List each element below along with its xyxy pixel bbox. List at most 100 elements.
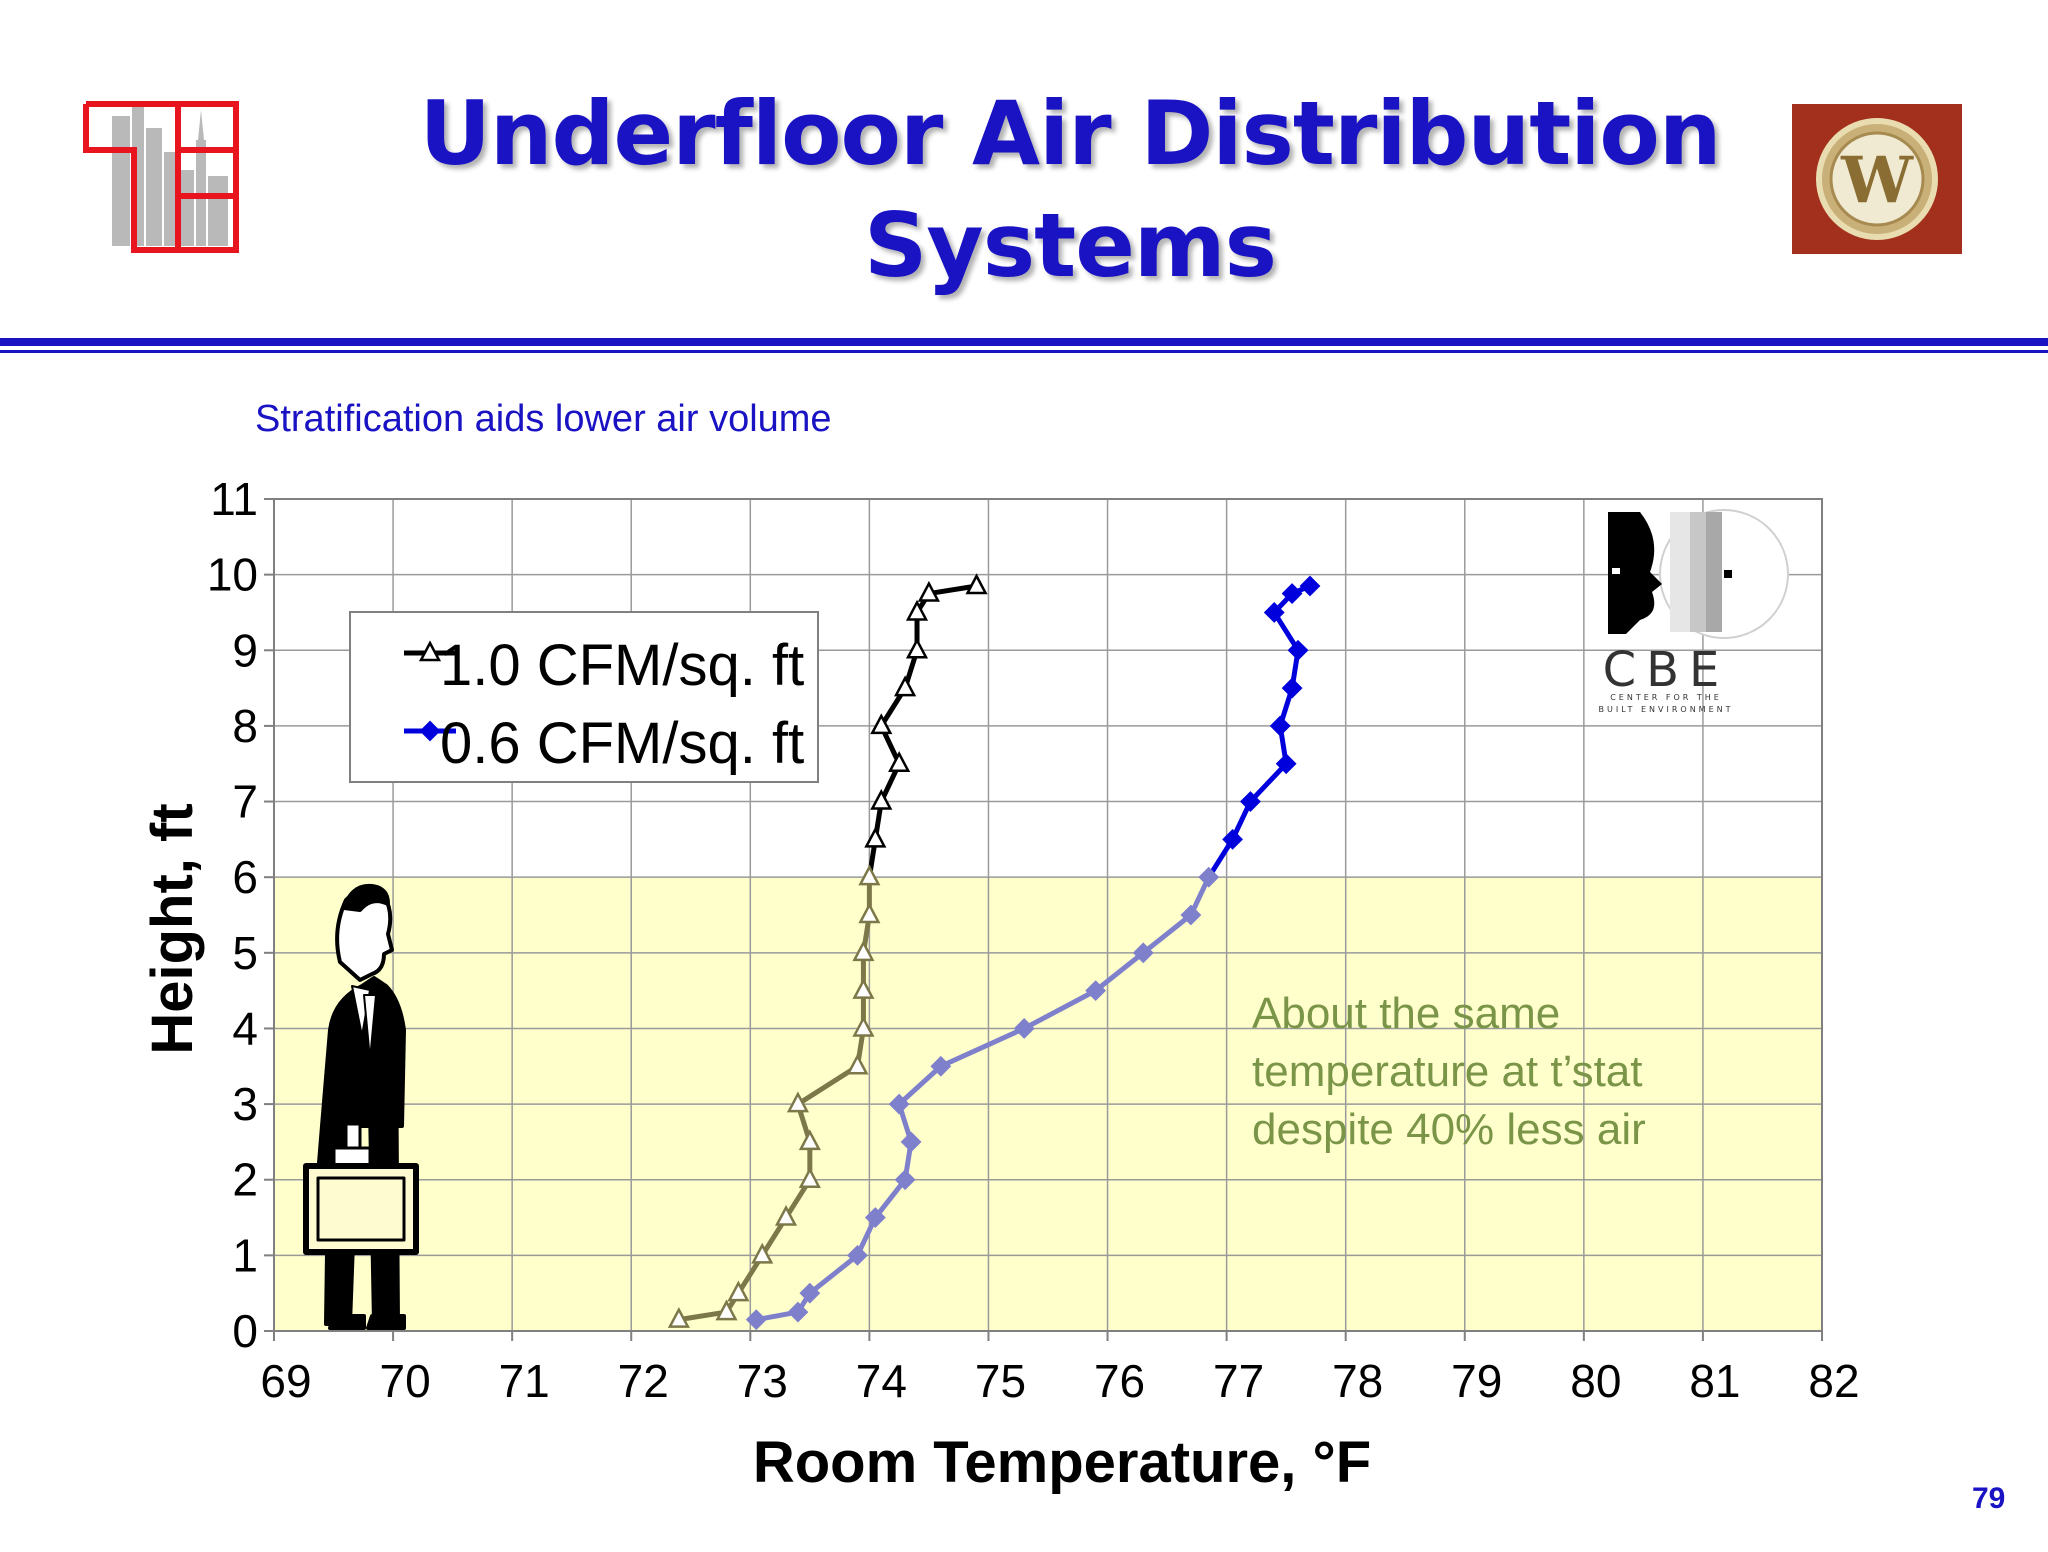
chart-subtitle: Stratification aids lower air volume	[255, 398, 832, 440]
series-2-segment	[896, 1063, 944, 1107]
series-1-point	[786, 1091, 810, 1113]
x-tick-label: 80	[1570, 1355, 1621, 1407]
series-2-point	[847, 1244, 868, 1266]
annotation-line-2: temperature at t’stat	[1252, 1047, 1643, 1096]
y-tick-label: 0	[232, 1305, 258, 1357]
legend-swatch-marker-1	[418, 640, 442, 662]
series-1-point	[852, 1015, 875, 1037]
tick-labels: 69 70 71 72 73 74 75 76 77 78 79 80 81 82012345678910…	[207, 473, 1860, 1407]
series-2-segment	[1140, 912, 1194, 956]
x-tick-label: 72	[618, 1355, 669, 1407]
series-1-point	[870, 788, 893, 810]
series-2-segment	[1247, 761, 1289, 805]
page-title: Underfloor Air Distribution Systems	[320, 78, 1820, 302]
series-1-point	[894, 675, 917, 697]
cbe-subline-1: CENTER FOR THE	[1610, 693, 1722, 702]
legend-box	[349, 611, 819, 783]
legend-label-1: 1.0 CFM/sq. ft	[440, 633, 804, 698]
x-tick-label: 73	[737, 1355, 788, 1407]
series-1	[667, 573, 988, 1328]
series-2-segment	[1093, 950, 1146, 994]
series-layer	[667, 573, 1321, 1331]
annotation-line-1: About the same	[1252, 989, 1560, 1038]
right-badge-logo: W	[1792, 104, 1962, 254]
series-2-segment	[807, 1252, 860, 1296]
series-1-point	[965, 573, 988, 595]
x-tick-label: 76	[1094, 1355, 1145, 1407]
legend-swatch-marker-2	[419, 720, 441, 742]
series-2-point	[864, 1207, 886, 1228]
series-1-point	[905, 637, 929, 659]
series-2-point	[799, 1282, 821, 1304]
cbe-text: CBE	[1603, 642, 1730, 698]
y-tick-label: 7	[232, 776, 258, 828]
y-axis-title: Height, ft	[140, 803, 205, 1054]
chart-legend: 1.0 CFM/sq. ft 0.6 CFM/sq. ft	[349, 611, 819, 783]
series-2-segment	[938, 1025, 1027, 1069]
badge-letter: W	[1840, 143, 1914, 218]
y-tick-label: 6	[232, 851, 258, 903]
series-1-point	[852, 977, 875, 999]
series-2-point	[1281, 583, 1303, 604]
x-tick-label: 74	[856, 1355, 907, 1407]
title-line-1: Underfloor Air Distribution	[419, 82, 1721, 185]
y-tick-label: 1	[232, 1229, 258, 1281]
y-tick-label: 10	[207, 549, 258, 601]
cbe-logo: CBE CENTER FOR THE BUILT ENVIRONMENT	[1598, 509, 1789, 714]
series-1-point	[852, 940, 875, 962]
y-tick-label: 2	[232, 1154, 258, 1206]
series-2-point	[1013, 1018, 1035, 1039]
series-2	[745, 575, 1321, 1331]
annotation-line-3: despite 40% less air	[1252, 1105, 1646, 1154]
series-1-point	[715, 1299, 738, 1321]
series-2-segment	[1021, 988, 1099, 1031]
x-tick-label: 81	[1689, 1355, 1740, 1407]
series-2-point	[1281, 677, 1303, 699]
series-1-point	[870, 713, 893, 735]
chart-annotation: About the same temperature at t’stat des…	[1252, 989, 1655, 1154]
page-number: 79	[1972, 1482, 2006, 1515]
series-1-point	[667, 1306, 690, 1328]
series-1-segment	[926, 583, 980, 597]
series-2-point	[1085, 980, 1107, 1002]
y-tick-label: 11	[210, 473, 258, 525]
header-rule-thick	[0, 338, 2048, 346]
person-figure	[303, 883, 419, 1330]
series-2-point	[894, 1169, 916, 1191]
series-2-point	[745, 1309, 767, 1331]
series-1-point	[727, 1280, 750, 1302]
series-2-point	[1222, 828, 1243, 850]
series-1-point	[798, 1129, 821, 1151]
series-1-point	[864, 826, 887, 848]
series-2-point	[930, 1055, 952, 1077]
y-tick-label: 4	[232, 1002, 258, 1054]
series-2-point	[1180, 904, 1202, 926]
y-tick-label: 5	[232, 927, 258, 979]
title-line-2: Systems	[864, 194, 1277, 297]
cbe-subline-2: BUILT ENVIRONMENT	[1598, 705, 1733, 714]
series-2-point	[1132, 942, 1154, 964]
series-1-point	[858, 864, 881, 886]
series-2-point	[1240, 791, 1261, 812]
series-1-point	[888, 751, 911, 772]
series-1-point	[751, 1242, 774, 1264]
x-tick-label: 82	[1808, 1355, 1859, 1407]
plot-frame	[273, 498, 1823, 1332]
series-2-point	[1299, 575, 1321, 597]
x-tick-label: 78	[1332, 1355, 1383, 1407]
series-1-point	[774, 1204, 798, 1226]
series-2-point	[888, 1093, 910, 1115]
series-1-point	[905, 599, 929, 621]
red-frame	[83, 101, 239, 253]
series-1-point	[846, 1053, 869, 1075]
x-tick-label: 79	[1451, 1355, 1502, 1407]
series-1-point	[858, 902, 881, 924]
series-1-point	[798, 1167, 821, 1188]
y-tick-label: 9	[232, 624, 258, 676]
series-1-point	[917, 580, 940, 602]
y-tick-label: 8	[232, 700, 258, 752]
x-tick-label: 71	[499, 1355, 550, 1407]
header-rule-thin	[0, 350, 2048, 353]
series-2-point	[1275, 753, 1297, 775]
